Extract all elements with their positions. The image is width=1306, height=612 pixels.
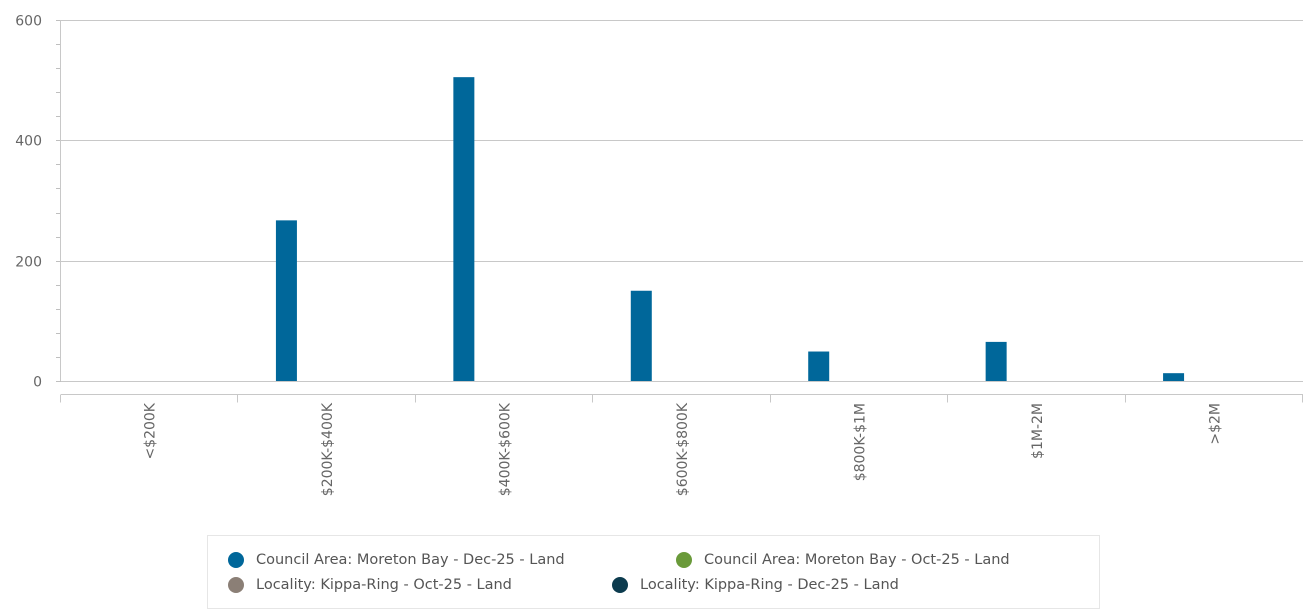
bar[interactable] (275, 220, 297, 381)
bar[interactable] (985, 341, 1007, 381)
legend-item[interactable]: Council Area: Moreton Bay - Oct-25 - Lan… (676, 550, 1010, 570)
y-axis: 0 200 400 600 (15, 14, 61, 391)
x-tick-label: $200K-$400K (320, 402, 336, 496)
legend-item[interactable]: Locality: Kippa-Ring - Oct-25 - Land (228, 575, 512, 595)
y-tick-label: 600 (15, 14, 42, 30)
legend-dot-icon (228, 577, 244, 593)
x-tick-label: $400K-$600K (498, 402, 514, 496)
bar[interactable] (453, 77, 475, 382)
bar-chart: 0 200 400 600 <$200K $200K-$400K $400K-$600K $… (15, 14, 1303, 496)
bars (275, 77, 1185, 382)
x-tick-label: $800K-$1M (852, 403, 868, 481)
legend-dot-icon (612, 577, 628, 593)
x-tick-label: $600K-$800K (675, 402, 691, 496)
x-tick-label: $1M-2M (1030, 403, 1046, 459)
legend-label: Locality: Kippa-Ring - Dec-25 - Land (640, 577, 899, 593)
bar[interactable] (630, 290, 652, 381)
bar[interactable] (808, 351, 830, 381)
legend-label: Council Area: Moreton Bay - Oct-25 - Lan… (704, 552, 1010, 568)
legend-label: Council Area: Moreton Bay - Dec-25 - Lan… (256, 552, 565, 568)
y-tick-label: 200 (15, 255, 42, 271)
legend-item[interactable]: Locality: Kippa-Ring - Dec-25 - Land (612, 575, 899, 595)
gridlines (61, 20, 1303, 382)
x-tick-label: >$2M (1207, 403, 1223, 445)
legend: Council Area: Moreton Bay - Dec-25 - Lan… (207, 535, 1100, 609)
legend-dot-icon (228, 552, 244, 568)
x-axis: <$200K $200K-$400K $400K-$600K $600K-$800K $… (60, 394, 1303, 496)
y-tick-label: 400 (15, 134, 42, 150)
x-tick-label: <$200K (143, 402, 159, 459)
y-tick-label: 0 (33, 375, 42, 391)
legend-label: Locality: Kippa-Ring - Oct-25 - Land (256, 577, 512, 593)
bar[interactable] (1163, 373, 1185, 381)
legend-dot-icon (676, 552, 692, 568)
legend-item[interactable]: Council Area: Moreton Bay - Dec-25 - Lan… (228, 550, 565, 570)
